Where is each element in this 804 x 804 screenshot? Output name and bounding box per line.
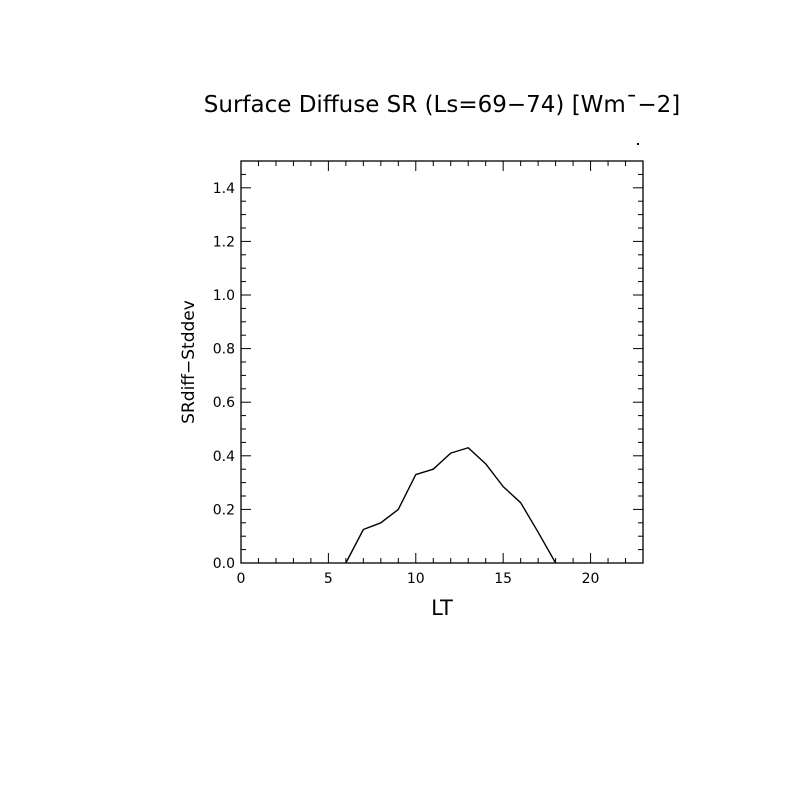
y-tick-label: 1.0: [213, 288, 235, 304]
y-tick-label: 0.8: [213, 342, 235, 358]
x-tick-label: 20: [582, 571, 600, 587]
plot-frame: [240, 160, 644, 564]
corner-dot: [637, 143, 639, 145]
x-tick-label: 0: [237, 571, 246, 587]
chart-title: Surface Diffuse SR (Ls=69−74) [Wm¯−2]: [204, 92, 680, 118]
y-tick-label: 1.2: [213, 234, 235, 250]
y-tick-label: 0.0: [213, 556, 235, 572]
y-tick-label: 1.4: [213, 181, 235, 197]
series-line: [345, 447, 557, 564]
y-axis: 0.0 0.2 0.4 0.6 0.8 1.0 1.2 1.4: [213, 160, 643, 572]
y-axis-label: SRdiff−Stddev: [179, 300, 199, 424]
y-tick-label: 0.6: [213, 395, 235, 411]
series-group: [345, 447, 557, 564]
x-axis: 0 5 10 15 20: [237, 161, 644, 587]
x-axis-label: LT: [431, 596, 453, 620]
x-tick-label: 15: [494, 571, 512, 587]
x-tick-label: 10: [407, 571, 425, 587]
x-tick-label: 5: [324, 571, 333, 587]
y-tick-label: 0.2: [213, 502, 235, 518]
y-tick-label: 0.4: [213, 449, 235, 465]
